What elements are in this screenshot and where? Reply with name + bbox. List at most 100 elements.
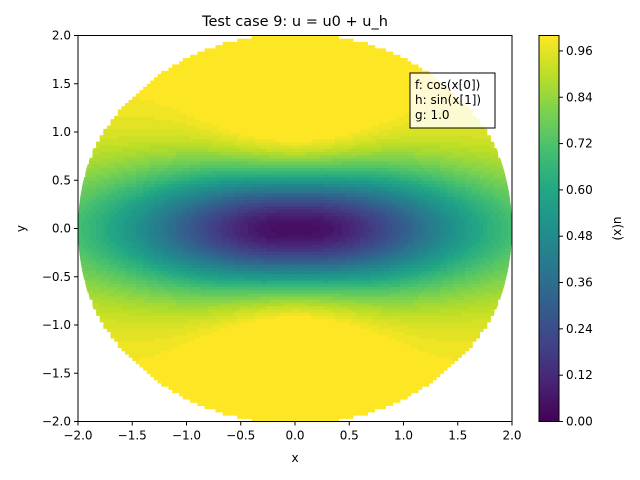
field-cell	[215, 299, 220, 304]
field-cell	[219, 183, 224, 188]
field-cell	[186, 119, 191, 123]
field-cell	[114, 154, 119, 159]
field-cell	[168, 247, 173, 252]
field-cell	[208, 106, 213, 111]
field-cell	[190, 164, 195, 168]
field-cell	[78, 244, 83, 249]
field-cell	[168, 234, 173, 239]
field-cell	[139, 109, 144, 114]
field-cell	[121, 222, 126, 226]
field-cell	[229, 382, 235, 387]
field-cell	[157, 135, 162, 140]
field-cell	[233, 279, 238, 284]
field-cell	[226, 273, 231, 278]
field-cell	[197, 218, 202, 223]
field-cell	[190, 334, 195, 339]
field-cell	[161, 202, 166, 207]
field-cell	[222, 267, 227, 271]
field-cell	[150, 80, 155, 85]
field-cell	[215, 170, 220, 175]
field-cell	[114, 260, 119, 265]
field-cell	[125, 212, 130, 217]
field-cell	[190, 112, 195, 117]
field-cell	[96, 218, 101, 223]
field-cell	[197, 363, 202, 368]
field-cell	[200, 344, 206, 349]
field-cell	[193, 144, 198, 149]
field-cell	[88, 247, 94, 252]
field-cell	[106, 164, 112, 168]
field-cell	[226, 48, 231, 53]
field-cell	[164, 283, 170, 287]
field-cell	[186, 112, 191, 117]
field-cell	[139, 164, 144, 168]
field-cell	[121, 170, 126, 175]
field-cell	[208, 186, 213, 191]
field-cell	[175, 360, 180, 365]
field-cell	[215, 379, 220, 384]
field-cell	[128, 160, 133, 165]
field-cell	[222, 80, 227, 85]
field-cell	[179, 382, 184, 387]
field-cell	[153, 363, 159, 368]
field-cell	[211, 312, 217, 316]
field-cell	[204, 325, 209, 329]
field-cell	[146, 86, 151, 91]
field-cell	[139, 289, 144, 294]
field-cell	[161, 103, 166, 107]
field-cell	[146, 96, 151, 101]
field-cell	[182, 315, 188, 320]
field-cell	[106, 234, 112, 239]
field-cell	[139, 308, 144, 313]
field-cell	[143, 144, 148, 149]
field-cell	[150, 128, 155, 133]
field-cell	[143, 270, 148, 275]
field-cell	[146, 151, 151, 156]
field-cell	[193, 318, 198, 323]
field-cell	[182, 238, 188, 242]
field-cell	[161, 170, 166, 175]
field-cell	[215, 331, 220, 336]
field-cell	[157, 199, 162, 204]
field-cell	[157, 106, 162, 111]
field-cell	[110, 119, 115, 123]
field-cell	[164, 164, 170, 168]
field-cell	[229, 292, 235, 297]
field-cell	[161, 328, 166, 333]
field-cell	[204, 48, 209, 53]
field-cell	[121, 302, 126, 307]
field-cell	[175, 321, 180, 326]
field-cell	[168, 144, 173, 149]
field-cell	[92, 164, 97, 168]
field-cell	[193, 83, 198, 88]
field-cell	[190, 74, 195, 78]
field-cell	[157, 341, 162, 345]
field-cell	[172, 308, 177, 313]
field-cell	[168, 273, 173, 278]
field-cell	[103, 189, 108, 194]
field-cell	[172, 64, 177, 69]
field-cell	[117, 109, 122, 114]
field-cell	[179, 167, 184, 172]
field-cell	[229, 119, 235, 123]
field-cell	[219, 382, 224, 387]
field-cell	[233, 350, 238, 355]
field-cell	[85, 173, 90, 178]
field-cell	[211, 144, 217, 149]
field-cell	[226, 164, 231, 168]
field-cell	[219, 186, 224, 191]
field-cell	[157, 357, 162, 361]
field-cell	[110, 122, 115, 127]
field-cell	[92, 231, 97, 236]
field-cell	[208, 308, 213, 313]
field-cell	[85, 279, 90, 284]
field-cell	[182, 257, 188, 262]
field-cell	[172, 86, 177, 91]
field-cell	[135, 292, 141, 297]
field-cell	[175, 289, 180, 294]
field-cell	[125, 292, 130, 297]
field-cell	[211, 254, 217, 259]
field-cell	[125, 173, 130, 178]
field-cell	[208, 286, 213, 291]
field-cell	[197, 231, 202, 236]
